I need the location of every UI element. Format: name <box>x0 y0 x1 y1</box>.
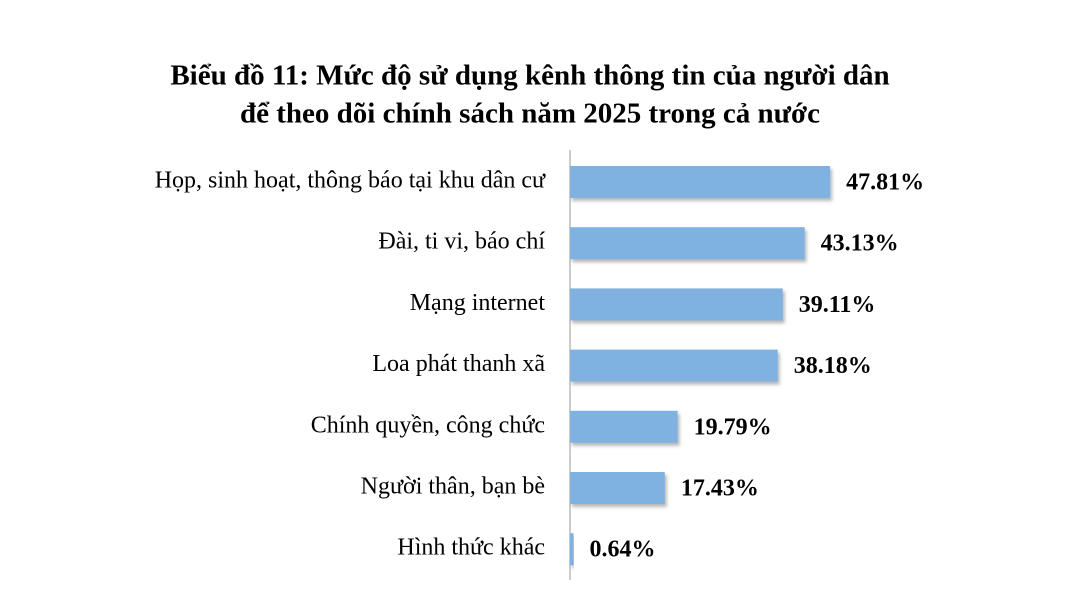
bar <box>570 288 783 321</box>
chart-title: Biểu đồ 11: Mức độ sử dụng kênh thông ti… <box>170 60 889 92</box>
bar <box>570 166 831 198</box>
value-label: 17.43% <box>681 476 759 502</box>
category-label: Họp, sinh hoạt, thông báo tại khu dân cư <box>155 168 546 194</box>
category-label: Loa phát thanh xã <box>372 351 545 377</box>
value-label: 0.64% <box>589 537 655 563</box>
category-label: Hình thức khác <box>397 535 545 561</box>
bar <box>570 472 665 504</box>
bar <box>570 349 778 382</box>
value-label: 39.11% <box>799 292 876 318</box>
category-label: Đài, ti vi, báo chí <box>378 229 545 255</box>
bar <box>570 533 574 566</box>
bar <box>570 227 805 260</box>
value-label: 19.79% <box>694 414 772 440</box>
chart-title: để theo dõi chính sách năm 2025 trong cả… <box>240 98 820 130</box>
value-label: 38.18% <box>794 353 872 379</box>
bar <box>570 410 678 443</box>
value-label: 47.81% <box>846 170 924 196</box>
category-label: Người thân, bạn bè <box>361 474 545 500</box>
category-label: Mạng internet <box>410 290 546 316</box>
category-label: Chính quyền, công chức <box>311 412 545 438</box>
value-label: 43.13% <box>821 231 899 257</box>
